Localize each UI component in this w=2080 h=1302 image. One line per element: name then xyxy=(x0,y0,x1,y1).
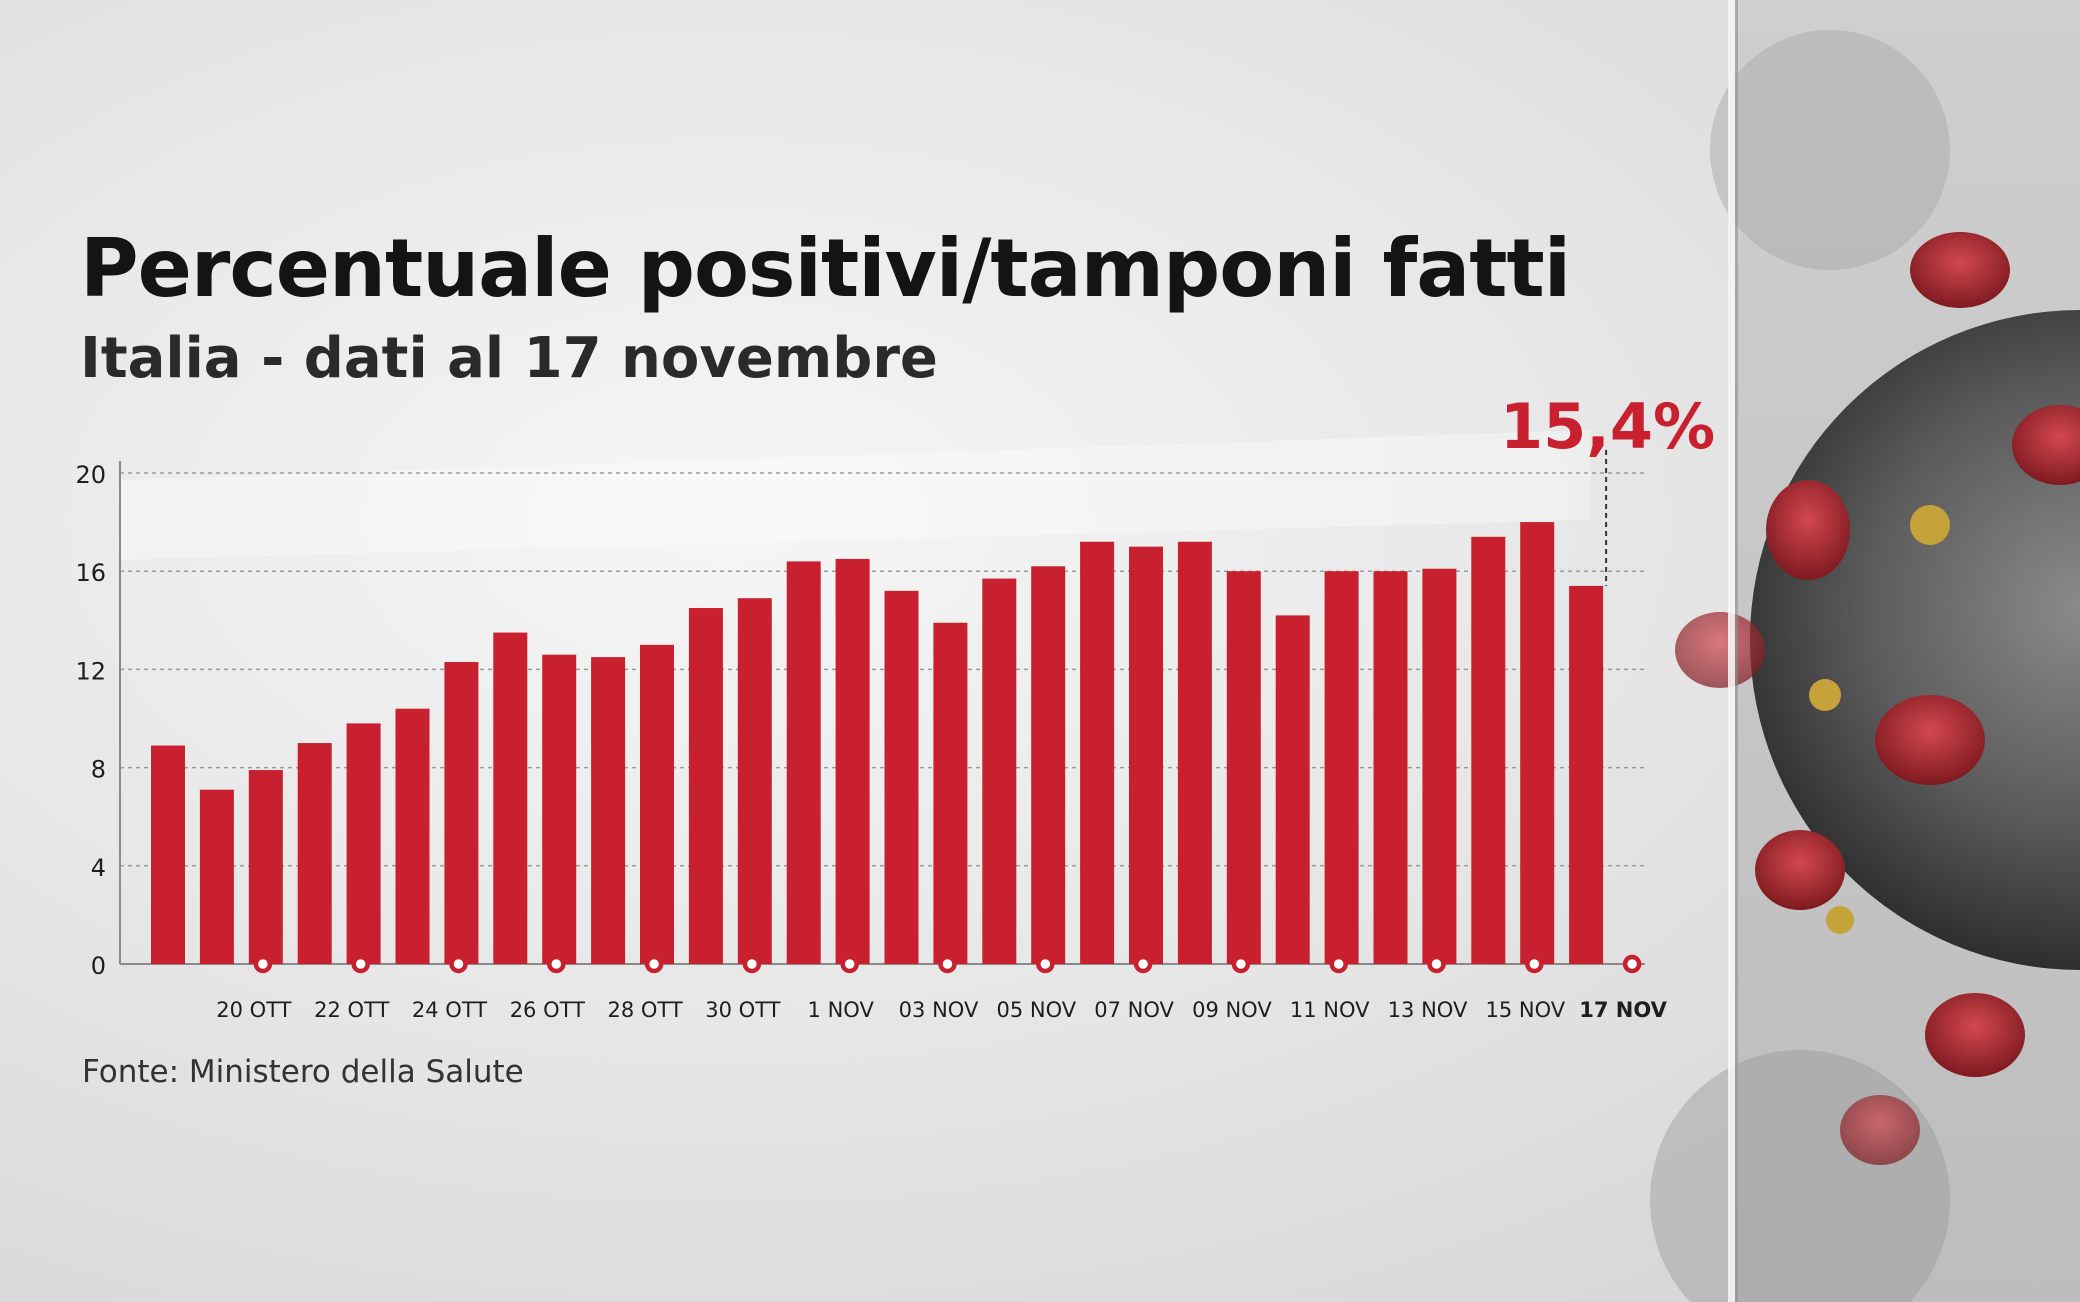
x-tick-label: 03 NOV xyxy=(899,998,979,1022)
bar xyxy=(836,559,870,964)
bar xyxy=(591,657,625,964)
bar xyxy=(200,790,234,964)
tick-marker xyxy=(941,957,955,971)
bar xyxy=(933,623,967,964)
bar xyxy=(347,723,381,964)
bar xyxy=(1569,586,1603,964)
tick-marker xyxy=(745,957,759,971)
bar xyxy=(151,746,185,964)
bar xyxy=(1031,566,1065,964)
y-tick-label: 4 xyxy=(91,854,106,882)
y-tick-label: 0 xyxy=(91,952,106,980)
source-note: Fonte: Ministero della Salute xyxy=(82,1054,524,1090)
x-tick-label: 28 OTT xyxy=(607,998,682,1022)
bar xyxy=(1080,542,1114,964)
bar xyxy=(493,633,527,964)
bar xyxy=(982,579,1016,964)
x-tick-label: 15 NOV xyxy=(1485,998,1565,1022)
tick-marker xyxy=(1234,957,1248,971)
tick-marker xyxy=(452,957,466,971)
tick-marker xyxy=(256,957,270,971)
bar xyxy=(298,743,332,964)
bar xyxy=(1276,615,1310,964)
tick-marker xyxy=(1625,957,1639,971)
x-tick-label: 30 OTT xyxy=(705,998,780,1022)
bar xyxy=(1520,522,1554,964)
bar xyxy=(1325,571,1359,964)
tick-marker xyxy=(1038,957,1052,971)
y-tick-label: 20 xyxy=(75,461,106,489)
bar xyxy=(640,645,674,964)
bar xyxy=(787,561,821,964)
x-tick-label: 26 OTT xyxy=(510,998,585,1022)
x-tick-label: 1 NOV xyxy=(808,998,875,1022)
bars xyxy=(151,522,1603,964)
tick-marker xyxy=(549,957,563,971)
tick-marker xyxy=(1332,957,1346,971)
x-tick-label: 13 NOV xyxy=(1388,998,1468,1022)
y-tick-label: 8 xyxy=(91,756,106,784)
bar xyxy=(444,662,478,964)
tick-markers xyxy=(256,957,1639,971)
x-tick-label: 20 OTT xyxy=(216,998,291,1022)
x-tick-label: 09 NOV xyxy=(1192,998,1272,1022)
tick-marker xyxy=(1136,957,1150,971)
tick-marker xyxy=(354,957,368,971)
x-tick-label: 17 NOV xyxy=(1579,998,1667,1022)
tick-marker xyxy=(1430,957,1444,971)
highlight-value-label: 15,4% xyxy=(1500,390,1715,463)
bar xyxy=(885,591,919,964)
x-tick-label: 05 NOV xyxy=(996,998,1076,1022)
y-tick-label: 16 xyxy=(75,559,106,587)
bar xyxy=(689,608,723,964)
bar xyxy=(249,770,283,964)
bar xyxy=(1471,537,1505,964)
x-tick-label: 24 OTT xyxy=(412,998,487,1022)
bar xyxy=(738,598,772,964)
y-tick-label: 12 xyxy=(75,657,106,685)
x-tick-labels: 20 OTT 22 OTT 24 OTT 26 OTT 28 OTT 30 OTT 1 NO… xyxy=(216,998,1667,1022)
bar xyxy=(1178,542,1212,964)
x-tick-label: 07 NOV xyxy=(1094,998,1174,1022)
x-tick-label: 11 NOV xyxy=(1290,998,1370,1022)
tick-marker xyxy=(647,957,661,971)
bar xyxy=(1422,569,1456,964)
tick-marker xyxy=(1527,957,1541,971)
bar xyxy=(396,709,430,964)
bar xyxy=(1129,547,1163,964)
y-tick-labels: 0 4 8 12 16 20 xyxy=(75,461,106,980)
tick-marker xyxy=(843,957,857,971)
bar xyxy=(1374,571,1408,964)
bar xyxy=(542,655,576,964)
bar xyxy=(1227,571,1261,964)
x-tick-label: 22 OTT xyxy=(314,998,389,1022)
